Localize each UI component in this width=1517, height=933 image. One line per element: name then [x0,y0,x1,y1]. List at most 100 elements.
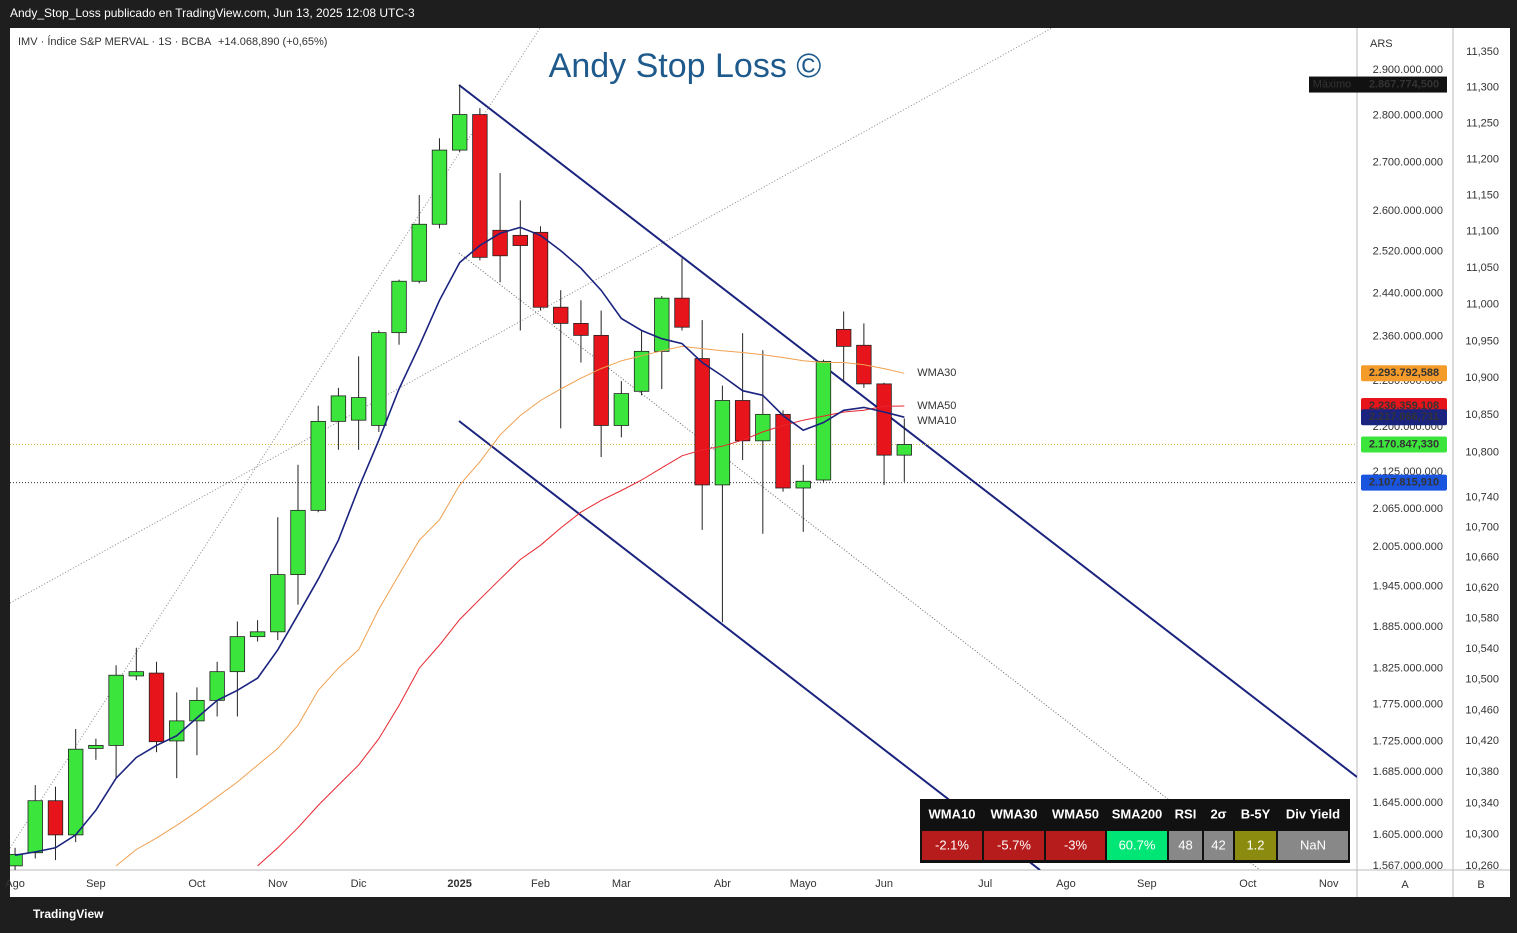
table-header: SMA200 [1112,806,1163,821]
axis-label: ARS [1370,38,1393,50]
table-header: RSI [1175,806,1197,821]
symbol-legend: IMV · Índice S&P MERVAL · 1S · BCBA [18,35,212,48]
x-tick-label: Oct [1239,878,1256,890]
x-tick-label: Jul [978,878,992,890]
candle-body [330,395,347,422]
drawings [10,28,1357,870]
table-cell [984,831,1044,860]
x-tick-label: Feb [531,878,550,890]
y-tick-label: 1.885.000.000 [1373,621,1443,633]
y-tick-label: 2.800.000.000 [1373,109,1443,121]
y2-tick-label: 10,700 [1465,521,1499,533]
candle-body [775,413,791,489]
candle-body [350,397,367,421]
y2-tick-label: 11,300 [1466,82,1499,94]
y2-tick-label: 10,420 [1465,735,1499,747]
y2-tick-label: 11,200 [1466,153,1499,165]
y-tick-label: 1.685.000.000 [1373,766,1443,778]
price-marker-box [1361,474,1447,491]
max-marker-box [1309,76,1447,93]
y-tick-label: 2.900.000.000 [1373,64,1443,76]
series-label: WMA10 [917,415,956,427]
y2-tick-label: 11,100 [1466,226,1499,238]
y-tick-label: 2.360.000.000 [1373,330,1443,342]
candle-body [835,328,852,347]
price-marker-box [1361,409,1447,426]
y2-tick-label: 10,460 [1465,704,1499,716]
candle-body [169,720,185,742]
y2-tick-label: 11,150 [1466,189,1499,201]
candle-body [815,360,832,481]
price-marker-box [1361,436,1447,453]
moving-average-line [115,345,905,867]
y-tick-label: 1.775.000.000 [1373,699,1443,711]
x-tick-label: Jun [875,878,893,890]
y2-tick-label: 11,250 [1466,117,1499,129]
table-cell [1046,831,1105,860]
y2-tick-label: 10,850 [1465,409,1499,421]
x-tick-label: Nov [268,878,288,890]
candle-body [694,358,710,486]
candle-body [290,509,306,575]
candle-body [47,800,64,836]
y-tick-label: 1.567.000.000 [1373,860,1443,872]
candle-body [633,350,650,392]
candle-body [431,149,448,225]
table-value: 1.2 [1246,837,1264,852]
x-tick-label: Sep [86,878,106,890]
table-value: NaN [1300,837,1326,852]
channel-midline [458,252,1261,870]
candle-body [451,114,468,151]
candle-body [714,400,731,486]
y-tick-label: 1.725.000.000 [1373,736,1443,748]
candle-body [472,114,488,258]
candle-body [674,297,690,328]
y-tick-label: 2.065.000.000 [1373,503,1443,515]
max-marker-label: 2.867.774,500 [1369,78,1439,90]
candle-body [553,306,569,324]
x-tick-label: Sep [1137,878,1157,890]
y-tick-label: 2.005.000.000 [1373,541,1443,553]
price-marker-label: 2.170.847,330 [1369,438,1439,450]
x-tick-label: Abr [714,878,731,890]
table-value: -2.1% [935,837,969,852]
x-tick-label: Dic [351,878,367,890]
table-value: -3% [1064,837,1088,852]
candle-body [10,853,23,867]
x-tick-label: 2025 [447,878,471,890]
y-tick-label: 2.520.000.000 [1373,246,1443,258]
table-value: 42 [1211,837,1225,852]
candle-body [654,297,670,352]
candle-body [492,229,508,257]
max-marker-name: Máximo [1313,78,1352,90]
y2-tick-label: 10,900 [1465,372,1499,384]
x-tick-label: Mar [612,878,631,890]
candle-body [734,400,751,442]
y2-tick-label: 10,620 [1465,582,1499,594]
candle-body [209,671,225,701]
candle-body [310,420,326,511]
price-marker-box [1361,365,1447,382]
candle-body [88,745,104,749]
candle-body [249,631,266,638]
table-value: -5.7% [997,837,1031,852]
candle-body [108,674,124,746]
candle-body [876,383,892,456]
y2-tick-label: 11,350 [1466,46,1499,58]
y2-tick-label: 10,660 [1465,552,1499,564]
panel [10,28,1510,897]
channel-line [458,84,1357,778]
table-header: Div Yield [1286,806,1340,821]
y2-tick-label: 10,800 [1465,446,1499,458]
table-cell [1169,831,1202,860]
table-header: WMA50 [1052,806,1099,821]
trend-line [10,28,1053,604]
price-marker-label: 2.217.066,731 [1369,411,1439,423]
table-cell [1278,831,1348,860]
x-tick-label: Oct [188,878,205,890]
table-header: WMA30 [991,806,1038,821]
y2-tick-label: 10,580 [1465,612,1499,624]
candle-body [68,748,84,836]
y-tick-label: 1.645.000.000 [1373,797,1443,809]
